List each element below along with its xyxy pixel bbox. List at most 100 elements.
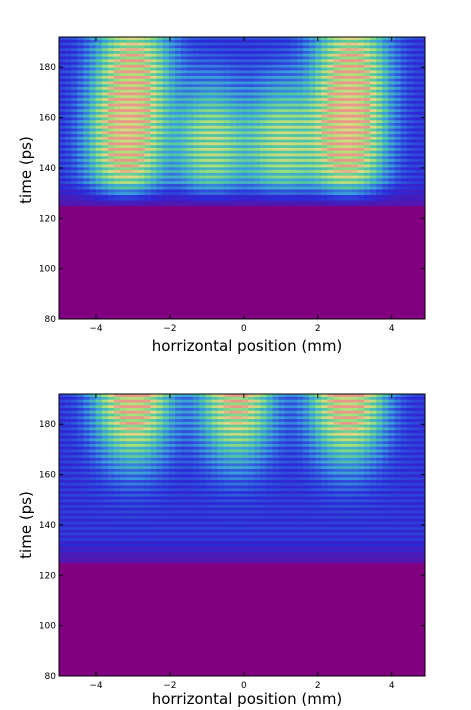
top-heat-cell — [229, 144, 237, 148]
top-heat-cell — [296, 158, 304, 162]
top-heat-cell — [418, 111, 426, 115]
top-heat-cell — [284, 36, 292, 40]
top-heat-cell — [400, 105, 408, 110]
bottom-heat-cell — [162, 504, 170, 508]
top-heat-cell — [290, 136, 298, 140]
top-heat-cell — [242, 183, 249, 187]
top-heat-cell — [59, 172, 66, 176]
top-heat-cell — [89, 69, 96, 74]
top-heat-cell — [364, 45, 371, 49]
bottom-heat-cell — [193, 537, 200, 541]
top-heat-cell — [77, 155, 84, 160]
top-heat-cell — [284, 72, 292, 76]
top-heat-cell — [382, 47, 389, 51]
top-heat-cell — [205, 130, 212, 135]
top-heat-cell — [217, 61, 225, 65]
top-heat-cell — [132, 92, 139, 96]
top-heat-cell — [309, 39, 316, 43]
top-heat-cell — [89, 133, 96, 137]
top-heat-cell — [242, 122, 249, 126]
bottom-heat-cell — [187, 515, 194, 519]
bottom-heat-cell — [370, 532, 377, 536]
top-heat-cell — [284, 53, 292, 57]
top-heat-cell — [77, 117, 84, 121]
top-heat-cell — [254, 117, 261, 121]
bottom-heat-cell — [132, 518, 139, 522]
top-y-axis-label: time (ps) — [17, 136, 35, 204]
bottom-heat-cell — [364, 548, 371, 553]
top-heat-cell — [394, 175, 401, 179]
top-heat-cell — [138, 47, 145, 51]
bottom-heat-cell — [138, 526, 145, 530]
top-heat-cell — [217, 153, 225, 157]
top-heat-cell — [284, 125, 292, 129]
top-heat-cell — [71, 100, 78, 104]
top-heat-cell — [315, 97, 322, 101]
bottom-heat-cell — [345, 504, 353, 508]
top-heat-cell — [382, 155, 389, 160]
top-heat-cell — [59, 191, 66, 196]
bottom-heat-cell — [77, 543, 84, 547]
top-heat-cell — [89, 169, 96, 173]
top-heat-cell — [229, 89, 237, 93]
bottom-heat-cell — [333, 532, 340, 536]
top-heat-cell — [339, 97, 347, 101]
top-heat-cell — [89, 81, 96, 85]
bottom-heat-cell — [388, 507, 395, 511]
top-heat-cell — [290, 191, 298, 196]
bottom-heat-cell — [406, 510, 414, 514]
bottom-heat-cell — [394, 546, 401, 550]
top-heat-cell — [376, 122, 383, 126]
top-heat-cell — [254, 108, 261, 112]
top-heat-cell — [199, 47, 206, 51]
top-heat-cell — [400, 83, 408, 87]
top-heat-cell — [65, 114, 72, 118]
bottom-heat-cell — [290, 510, 298, 514]
top-heat-cell — [345, 169, 353, 173]
top-heat-cell — [156, 144, 164, 148]
top-heat-cell — [187, 108, 194, 112]
top-heat-cell — [138, 153, 145, 157]
bottom-heat-cell — [156, 537, 164, 541]
top-heat-cell — [260, 200, 267, 204]
top-heat-cell — [394, 202, 401, 207]
top-heat-cell — [309, 69, 316, 74]
bottom-heat-cell — [284, 529, 292, 533]
bottom-heat-cell — [187, 532, 194, 536]
bottom-heat-cell — [193, 557, 200, 561]
top-heat-cell — [345, 42, 353, 46]
bottom-heat-cell — [217, 543, 225, 547]
top-heat-cell — [144, 136, 151, 140]
bottom-heat-cell — [95, 507, 103, 511]
top-heat-cell — [327, 78, 334, 82]
bottom-heat-cell — [113, 518, 121, 522]
top-heat-cell — [242, 42, 249, 46]
bottom-heat-cell — [248, 518, 255, 522]
top-heat-cell — [309, 47, 316, 51]
bottom-heat-cell — [113, 529, 121, 533]
bottom-heat-cell — [254, 554, 261, 558]
bottom-heat-cell — [71, 512, 78, 517]
bottom-heat-cell — [156, 518, 164, 522]
top-heat-cell — [174, 97, 182, 101]
top-heat-cell — [418, 136, 426, 140]
top-heat-cell — [272, 153, 279, 157]
bottom-heat-cell — [168, 529, 176, 533]
top-heat-cell — [370, 161, 377, 165]
top-heat-cell — [113, 67, 121, 71]
top-heat-cell — [296, 194, 304, 198]
top-heat-cell — [303, 136, 310, 140]
top-heat-cell — [205, 164, 212, 168]
bottom-heat-cell — [71, 523, 78, 528]
top-heat-cell — [357, 128, 365, 132]
bottom-heat-cell — [217, 535, 225, 539]
top-heat-cell — [284, 169, 292, 173]
top-heat-cell — [95, 189, 103, 193]
top-heat-cell — [315, 89, 322, 93]
bottom-heat-cell — [345, 523, 353, 528]
bottom-heat-cell — [126, 504, 133, 508]
top-heat-cell — [59, 53, 66, 57]
top-heat-cell — [260, 161, 267, 165]
top-heat-cell — [272, 94, 279, 99]
bottom-heat-cell — [400, 554, 408, 558]
